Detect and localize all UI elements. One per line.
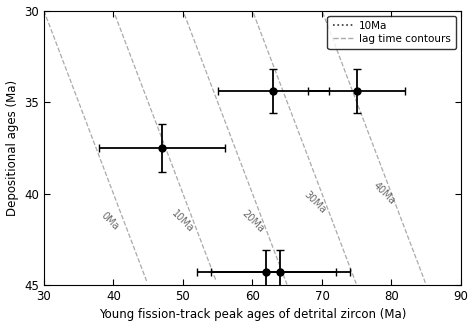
Text: 20Ma: 20Ma: [239, 208, 265, 234]
Text: 30Ma: 30Ma: [302, 190, 328, 216]
Y-axis label: Depositional ages (Ma): Depositional ages (Ma): [6, 80, 18, 216]
Text: 40Ma: 40Ma: [372, 181, 398, 207]
Text: 10Ma: 10Ma: [170, 208, 196, 234]
X-axis label: Young fission-track peak ages of detrital zircon (Ma): Young fission-track peak ages of detrita…: [99, 308, 406, 321]
Legend: 10Ma, lag time contours: 10Ma, lag time contours: [328, 16, 456, 49]
Text: 0Ma: 0Ma: [99, 210, 121, 232]
